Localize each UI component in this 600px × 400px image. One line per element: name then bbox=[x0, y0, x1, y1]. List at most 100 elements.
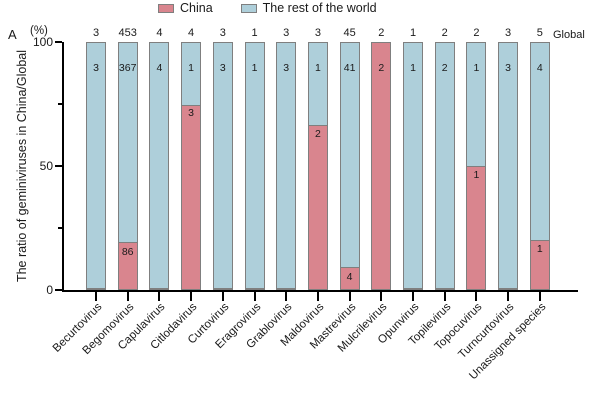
y-axis-tick-label: 0 bbox=[46, 283, 53, 297]
bar-becurtovirus bbox=[86, 42, 106, 290]
x-axis-tick bbox=[190, 292, 193, 301]
segment-china bbox=[150, 288, 169, 289]
segment-china bbox=[340, 267, 359, 289]
segment-china bbox=[87, 288, 105, 289]
rest-count-label: 367 bbox=[118, 62, 137, 74]
rest-count-label: 3 bbox=[505, 62, 512, 74]
y-axis-unit-label: (%) bbox=[30, 25, 48, 37]
global-total-label: 453 bbox=[118, 27, 137, 39]
x-axis-tick bbox=[221, 292, 224, 301]
segment-rest-of-world bbox=[182, 43, 201, 105]
china-count-label: 2 bbox=[314, 127, 321, 140]
y-axis-tick-label: 100 bbox=[32, 35, 53, 49]
bar-topilevirus bbox=[434, 42, 455, 290]
segment-rest-of-world bbox=[435, 43, 454, 288]
rest-count-label: 4 bbox=[536, 62, 543, 74]
bar-maldovirus bbox=[307, 42, 328, 290]
legend-label-china: China bbox=[180, 1, 213, 15]
x-axis-tick bbox=[253, 292, 256, 301]
rest-count-label: 1 bbox=[251, 62, 258, 74]
segment-rest-of-world bbox=[277, 43, 296, 288]
bar-opunvirus bbox=[403, 42, 423, 290]
y-axis-major-tick bbox=[55, 41, 62, 43]
x-axis-tick bbox=[316, 292, 319, 301]
global-total-label: 4 bbox=[188, 27, 195, 39]
rest-count-label: 3 bbox=[219, 62, 226, 74]
x-axis-tick bbox=[380, 292, 383, 301]
segment-china bbox=[308, 125, 327, 289]
global-total-label: 3 bbox=[219, 27, 226, 39]
legend-item-rest-of-world: The rest of the world bbox=[240, 1, 377, 15]
segment-rest-of-world bbox=[150, 43, 169, 288]
y-axis-major-tick bbox=[55, 165, 62, 167]
china-count-label: 1 bbox=[473, 169, 480, 181]
global-total-label: 3 bbox=[314, 27, 321, 39]
china-count-label: 1 bbox=[536, 243, 543, 256]
rest-count-label: 2 bbox=[441, 62, 448, 74]
rest-count-label: 3 bbox=[283, 62, 290, 74]
global-total-label: 3 bbox=[283, 27, 290, 39]
bar-capulavirus bbox=[149, 42, 170, 290]
legend-item-china: China bbox=[158, 1, 213, 15]
x-axis-tick bbox=[507, 292, 510, 301]
global-column-label: Global bbox=[553, 29, 585, 41]
bar-mastrevirus bbox=[339, 42, 360, 290]
segment-rest-of-world bbox=[87, 43, 105, 288]
x-axis-tick bbox=[443, 292, 446, 301]
bar-curtovirus bbox=[212, 42, 233, 290]
segment-china bbox=[530, 239, 549, 289]
x-axis-tick bbox=[158, 292, 161, 301]
global-total-label: 3 bbox=[92, 27, 100, 39]
segment-china bbox=[404, 288, 422, 289]
legend-label-rest-of-world: The rest of the world bbox=[262, 1, 377, 15]
segment-rest-of-world bbox=[404, 43, 422, 288]
segment-rest-of-world bbox=[308, 43, 327, 125]
segment-china bbox=[467, 166, 486, 289]
x-axis-tick bbox=[412, 292, 414, 301]
x-axis-tick bbox=[126, 292, 129, 301]
bar-begomovirus bbox=[117, 42, 138, 290]
segment-china bbox=[277, 288, 296, 289]
rest-count-label: 1 bbox=[473, 62, 480, 74]
bar-mulcrilevirus bbox=[371, 42, 392, 290]
rest-count-label: 1 bbox=[314, 62, 321, 74]
y-axis-major-tick bbox=[55, 289, 62, 291]
rest-count-label: 41 bbox=[343, 62, 356, 74]
x-axis-tick bbox=[285, 292, 288, 301]
global-total-label: 5 bbox=[536, 27, 543, 39]
segment-china bbox=[372, 43, 391, 289]
x-axis-tick bbox=[475, 292, 478, 301]
rest-of-world-swatch-icon bbox=[240, 3, 257, 13]
segment-rest-of-world bbox=[499, 43, 518, 288]
rest-count-label: 3 bbox=[93, 62, 99, 74]
segment-china bbox=[213, 288, 232, 289]
china-swatch-icon bbox=[158, 3, 174, 13]
china-count-label: 2 bbox=[378, 62, 385, 74]
global-total-label: 2 bbox=[473, 27, 480, 39]
x-axis-line bbox=[62, 290, 578, 292]
segment-rest-of-world bbox=[530, 43, 549, 240]
segment-rest-of-world bbox=[213, 43, 232, 288]
global-total-label: 1 bbox=[409, 27, 417, 39]
segment-china bbox=[118, 242, 137, 289]
bar-topocuvirus bbox=[466, 42, 487, 290]
segment-china bbox=[245, 288, 264, 289]
global-total-label: 1 bbox=[251, 27, 258, 39]
y-axis-minor-tick bbox=[58, 103, 62, 105]
global-total-label: 2 bbox=[378, 27, 385, 39]
global-total-label: 45 bbox=[343, 27, 356, 39]
x-axis-tick bbox=[538, 292, 541, 301]
rest-count-label: 4 bbox=[156, 62, 163, 74]
segment-china bbox=[499, 288, 518, 289]
segment-china bbox=[435, 288, 454, 289]
rest-count-label: 1 bbox=[410, 62, 416, 74]
segment-rest-of-world bbox=[245, 43, 264, 288]
panel-label: A bbox=[8, 27, 17, 42]
china-count-label: 3 bbox=[188, 107, 195, 119]
segment-rest-of-world bbox=[340, 43, 359, 268]
segment-rest-of-world bbox=[467, 43, 486, 166]
x-axis-tick bbox=[95, 292, 97, 301]
global-total-label: 4 bbox=[156, 27, 163, 39]
